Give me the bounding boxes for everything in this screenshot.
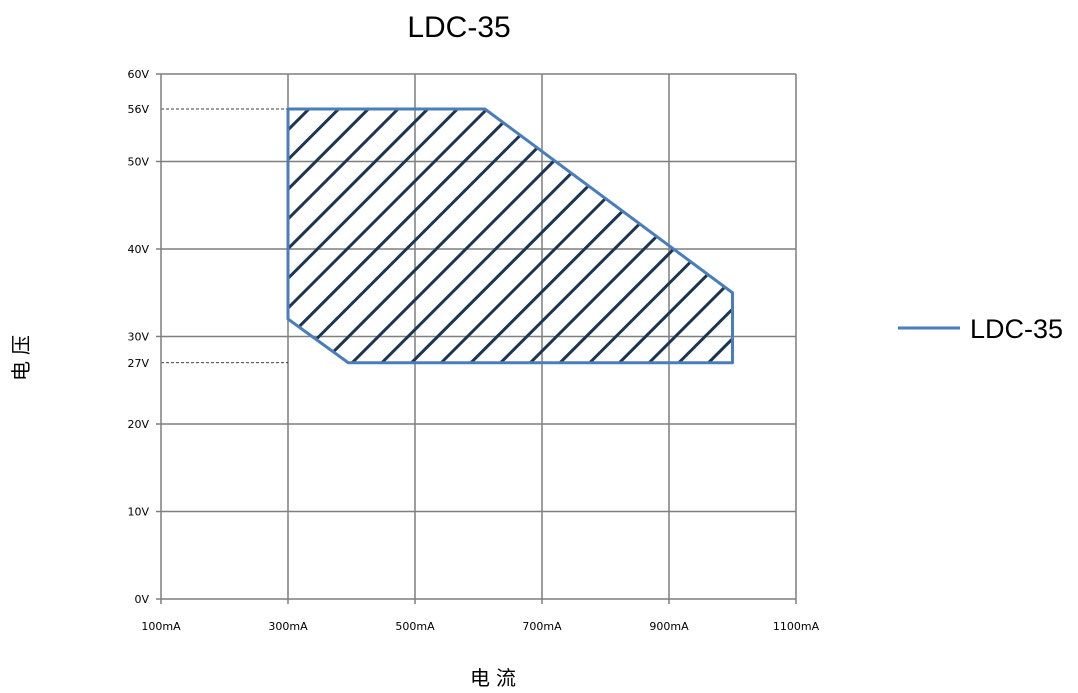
x-tick-label: 1100mA xyxy=(773,620,820,633)
x-tick-labels: 100mA 300mA 500mA 700mA 900mA 1100mA xyxy=(141,620,819,633)
reference-lines xyxy=(161,108,288,364)
chart-title: LDC-35 xyxy=(407,11,510,44)
reference-line-label: 56V xyxy=(127,103,149,116)
x-tick-label: 300mA xyxy=(268,620,308,633)
x-tick-label: 700mA xyxy=(522,620,562,633)
legend-entry-label: LDC-35 xyxy=(970,314,1063,344)
y-tick-label: 60V xyxy=(127,68,149,81)
y-axis-label: 电压 xyxy=(9,329,33,381)
y-tick-labels: 0V 10V 20V 30V 40V 50V 60V 56V 27V xyxy=(127,68,149,606)
series-area-hatch xyxy=(288,109,733,363)
x-tick-label: 500mA xyxy=(395,620,435,633)
y-tick-label: 0V xyxy=(134,593,149,606)
y-tick-label: 30V xyxy=(127,331,149,344)
axes xyxy=(156,73,797,604)
x-tick-label: 100mA xyxy=(141,620,181,633)
y-tick-label: 10V xyxy=(127,506,149,519)
x-axis-label: 电流 xyxy=(470,666,522,690)
y-tick-label: 20V xyxy=(127,418,149,431)
legend: LDC-35 xyxy=(898,314,1063,344)
y-tick-label: 50V xyxy=(127,156,149,169)
series-area xyxy=(286,107,734,365)
x-tick-label: 900mA xyxy=(649,620,689,633)
reference-line-label: 27V xyxy=(127,357,149,370)
y-tick-label: 40V xyxy=(127,243,149,256)
